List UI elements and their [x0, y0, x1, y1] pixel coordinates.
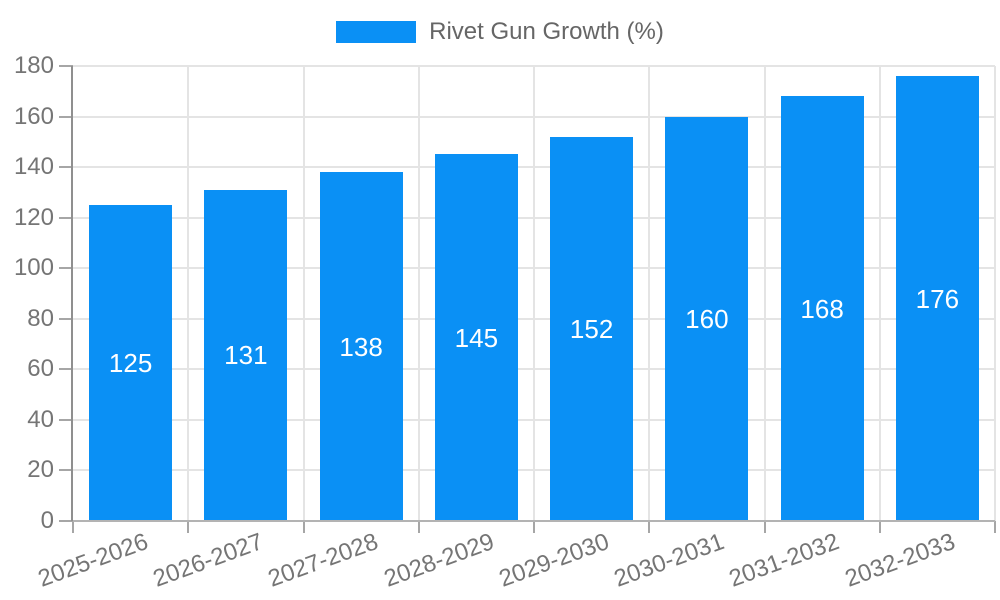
x-tick-mark	[878, 521, 881, 533]
y-axis-tick-label: 60	[27, 355, 54, 383]
v-gridline	[763, 66, 766, 521]
x-tick-mark	[302, 521, 305, 533]
y-axis-tick-label: 20	[27, 456, 54, 484]
v-gridline	[187, 66, 190, 521]
bar-value-label: 176	[915, 283, 960, 314]
bar-value-label: 160	[685, 303, 729, 334]
bar[interactable]	[434, 154, 518, 520]
y-axis-tick-label: 120	[13, 203, 54, 231]
v-gridline	[648, 66, 651, 521]
x-tick-mark	[648, 521, 651, 533]
v-gridline	[302, 66, 305, 521]
y-axis-tick-label: 180	[13, 52, 54, 79]
bar-value-label: 131	[224, 340, 268, 371]
bar[interactable]	[319, 172, 403, 520]
y-axis-line	[71, 66, 73, 521]
v-gridline	[994, 66, 996, 521]
bar-value-label: 145	[454, 322, 499, 353]
y-tick-mark	[59, 317, 73, 320]
bar[interactable]	[895, 76, 979, 520]
x-axis-tick-label: 2032-2033	[841, 528, 959, 593]
y-axis-tick-label: 80	[27, 304, 54, 332]
y-axis-tick-label: 40	[27, 405, 54, 433]
x-axis-line	[73, 520, 995, 522]
bar-value-label: 125	[108, 348, 153, 378]
x-axis-tick-label: 2026-2027	[149, 528, 267, 593]
x-axis-tick-label: 2028-2029	[380, 528, 498, 593]
bar[interactable]	[665, 116, 749, 520]
legend-label: Rivet Gun Growth (%)	[429, 18, 664, 45]
y-tick-mark	[59, 368, 73, 371]
y-tick-mark	[59, 115, 73, 118]
y-tick-mark	[59, 216, 73, 219]
v-gridline	[533, 66, 535, 521]
x-tick-mark	[72, 521, 74, 533]
x-tick-mark	[533, 521, 535, 533]
x-tick-mark	[763, 521, 766, 533]
legend[interactable]: Rivet Gun Growth (%)	[0, 19, 1000, 45]
x-tick-mark	[994, 521, 996, 533]
y-tick-mark	[59, 418, 73, 421]
legend-swatch	[336, 21, 417, 43]
y-tick-mark	[59, 166, 73, 169]
x-axis-tick-label: 2025-2026	[34, 528, 152, 593]
x-axis-tick-label: 2027-2028	[264, 528, 383, 593]
bar-value-label: 168	[800, 293, 844, 324]
bar[interactable]	[550, 136, 634, 520]
y-axis-tick-label: 100	[13, 254, 54, 282]
v-gridline	[417, 66, 420, 521]
bar[interactable]	[204, 189, 288, 520]
v-gridline	[878, 66, 881, 521]
bar-value-label: 138	[339, 331, 383, 362]
bar[interactable]	[89, 205, 173, 520]
y-axis-tick-label: 0	[40, 507, 54, 534]
y-tick-mark	[59, 65, 73, 67]
y-axis-tick-label: 160	[13, 102, 54, 130]
bar[interactable]	[780, 96, 864, 520]
x-tick-mark	[417, 521, 420, 533]
y-tick-mark	[59, 520, 73, 522]
x-tick-mark	[187, 521, 190, 533]
y-axis-tick-label: 140	[13, 153, 54, 181]
x-axis-tick-label: 2031-2032	[725, 528, 844, 593]
y-tick-mark	[59, 469, 73, 472]
y-tick-mark	[59, 267, 73, 270]
x-axis-tick-label: 2029-2030	[495, 528, 613, 593]
x-axis-tick-label: 2030-2031	[610, 528, 728, 593]
bar-value-label: 152	[569, 313, 614, 344]
